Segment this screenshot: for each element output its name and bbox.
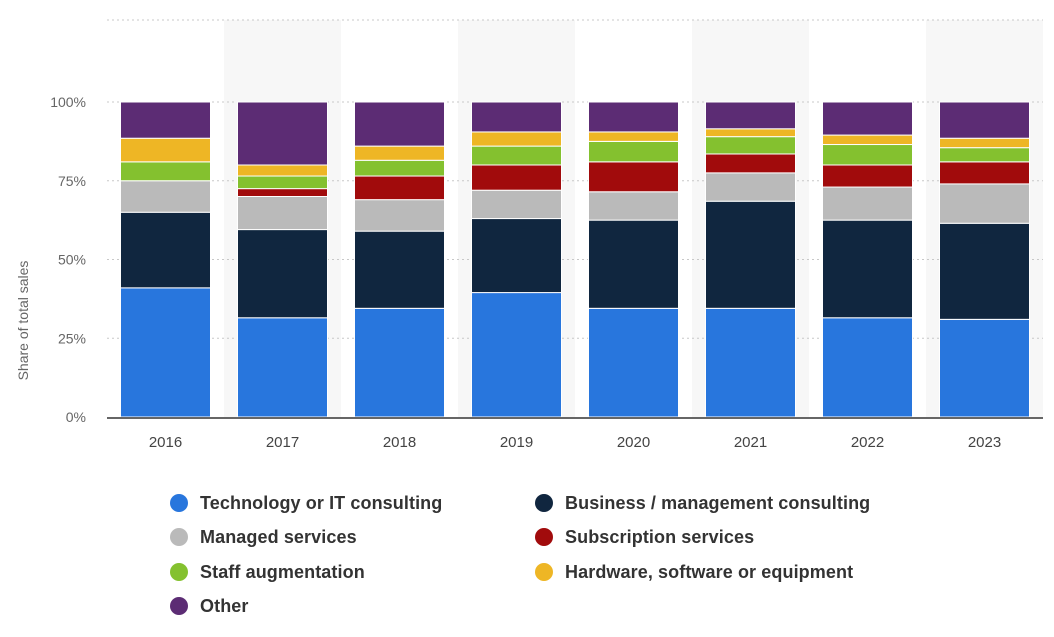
legend-item-managed-services[interactable]: Managed services	[170, 524, 357, 550]
legend-item-technology-or-it-consulting[interactable]: Technology or IT consulting	[170, 490, 442, 516]
bar-segment	[471, 145, 562, 166]
bar-segment	[588, 219, 679, 309]
legend-dot-icon	[535, 494, 553, 512]
y-tick-label: 50%	[58, 252, 86, 268]
bar-segment	[471, 164, 562, 191]
bar-segment	[471, 101, 562, 133]
bar-segment	[822, 101, 913, 136]
bar-segment	[237, 175, 328, 190]
bar-segment	[237, 101, 328, 166]
x-tick-label: 2023	[968, 434, 1001, 451]
bar-segment	[822, 144, 913, 166]
y-tick-label: 75%	[58, 173, 86, 189]
legend-item-staff-augmentation[interactable]: Staff augmentation	[170, 559, 365, 585]
bar-segment	[354, 175, 445, 201]
x-tick-label: 2016	[149, 434, 182, 451]
bar-segment	[471, 131, 562, 147]
bar-segment	[705, 200, 796, 309]
bar-segment	[120, 101, 211, 139]
x-tick-label: 2020	[617, 434, 650, 451]
bar-segment	[237, 188, 328, 197]
legend-label: Hardware, software or equipment	[565, 561, 854, 582]
legend-item-subscription-services[interactable]: Subscription services	[535, 524, 754, 550]
legend-dot-icon	[170, 528, 188, 546]
bar-segment	[120, 180, 211, 213]
bar-segment	[939, 137, 1030, 149]
x-tick-label: 2019	[500, 434, 533, 451]
y-tick-label: 0%	[66, 409, 86, 425]
legend-label: Technology or IT consulting	[200, 492, 443, 513]
bar-segment	[120, 287, 211, 418]
bar-segment	[939, 222, 1030, 320]
bar-segment	[588, 307, 679, 418]
bar-segment	[588, 140, 679, 163]
bar-segment	[471, 218, 562, 294]
bar-segment	[705, 136, 796, 155]
bar-segment	[354, 101, 445, 147]
legend-label: Subscription services	[565, 526, 755, 547]
bar-segment	[822, 134, 913, 146]
bar-segment	[120, 211, 211, 289]
bar-segment	[354, 159, 445, 177]
bar-segment	[588, 101, 679, 133]
bar-segment	[237, 196, 328, 231]
bar-segment	[588, 131, 679, 142]
legend-item-other[interactable]: Other	[170, 593, 249, 619]
bar-segment	[822, 186, 913, 221]
x-tick-label: 2017	[266, 434, 299, 451]
legend-dot-icon	[170, 563, 188, 581]
bar-segment	[354, 199, 445, 232]
legend-label: Staff augmentation	[200, 561, 365, 582]
legend-dot-icon	[535, 563, 553, 581]
bar-segment	[939, 147, 1030, 163]
bar-segment	[705, 153, 796, 174]
y-tick-label: 25%	[58, 330, 86, 346]
legend-dot-icon	[170, 494, 188, 512]
bar-segment	[822, 164, 913, 188]
legend-dot-icon	[535, 528, 553, 546]
bar-segment	[705, 307, 796, 418]
bar-segment	[471, 292, 562, 418]
bar-segment	[354, 307, 445, 418]
bar-segment	[822, 317, 913, 418]
y-axis-label: Share of total sales	[15, 261, 31, 381]
legend-item-hardware-software-or-equipment[interactable]: Hardware, software or equipment	[535, 559, 853, 585]
bar-segment	[120, 137, 211, 163]
bar-segment	[939, 161, 1030, 185]
legend-item-business-management-consulting[interactable]: Business / management consulting	[535, 490, 870, 516]
bar-segment	[939, 183, 1030, 224]
bar-segment	[471, 189, 562, 220]
x-tick-label: 2021	[734, 434, 767, 451]
bar-segment	[705, 128, 796, 138]
bar-segment	[588, 161, 679, 193]
bar-segment	[237, 229, 328, 319]
legend-dot-icon	[170, 597, 188, 615]
bar-segment	[705, 172, 796, 202]
legend-label: Other	[200, 595, 249, 616]
bar-segment	[354, 230, 445, 309]
bar-segment	[120, 161, 211, 182]
y-tick-label: 100%	[50, 94, 86, 110]
bar-segment	[939, 318, 1030, 418]
legend-label: Business / management consulting	[565, 492, 871, 513]
x-tick-label: 2018	[383, 434, 416, 451]
bar-segment	[237, 317, 328, 418]
bar-segment	[705, 101, 796, 130]
bar-segment	[588, 191, 679, 221]
bar-segment	[354, 145, 445, 161]
bar-segment	[939, 101, 1030, 139]
bar-segment	[237, 164, 328, 177]
x-tick-label: 2022	[851, 434, 884, 451]
legend-label: Managed services	[200, 526, 357, 547]
bar-segment	[822, 219, 913, 319]
stacked-bar-chart: 0% 25% 50% 75% 100% Share of total sales 2016 2…	[15, 19, 1043, 451]
